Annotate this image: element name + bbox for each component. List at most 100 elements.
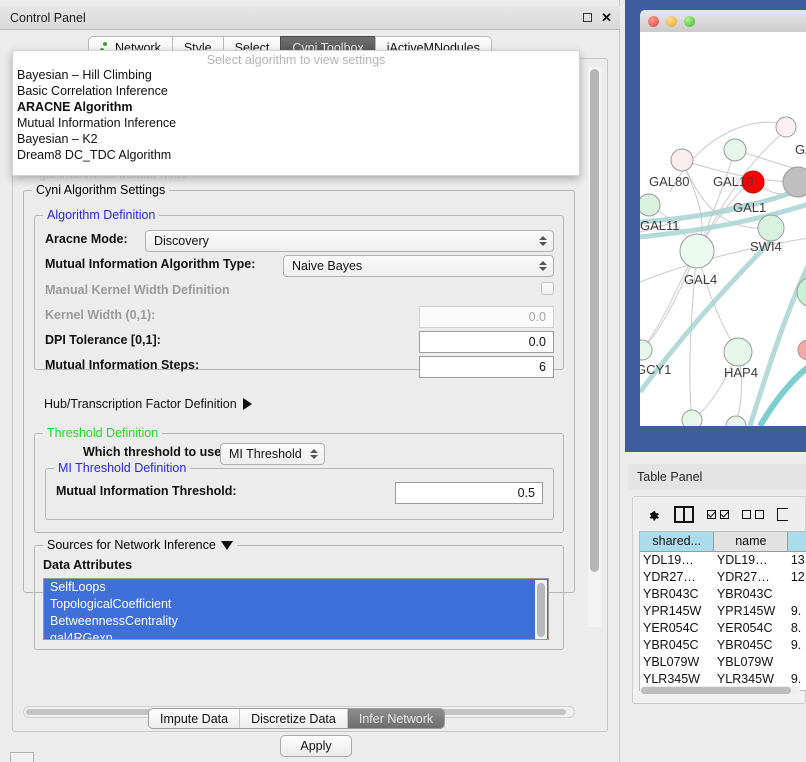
table-row[interactable]: YBR045C YBR045C 9. <box>640 636 806 653</box>
table-cell[interactable]: YPR145W <box>643 603 702 618</box>
dpi-tolerance-input[interactable]: 0.0 <box>419 331 554 353</box>
list-item[interactable]: SelfLoops <box>50 580 106 594</box>
manual-kernel-width-label: Manual Kernel Width Definition <box>45 283 230 297</box>
table-cell[interactable]: 12 <box>790 569 805 584</box>
table-row[interactable]: YER054C YER054C 8. <box>640 619 806 636</box>
table-cell[interactable]: 8. <box>790 620 802 635</box>
aracne-mode-label: Aracne Mode: <box>45 232 128 246</box>
mi-threshold-input[interactable]: 0.5 <box>395 482 543 504</box>
table-cell[interactable]: YBR045C <box>716 637 773 652</box>
table-cell[interactable]: YDR27… <box>643 569 696 584</box>
column-header-name[interactable]: name <box>713 532 789 552</box>
table-row[interactable]: YDR27… YDR27… 12 <box>640 568 806 585</box>
zoom-traffic-light-icon[interactable] <box>684 15 695 27</box>
node-label-gcy1: GCY1 <box>640 362 672 377</box>
table-cell[interactable]: 9. <box>790 671 802 686</box>
minimize-traffic-light-icon[interactable] <box>666 15 677 27</box>
table-row[interactable]: YBL079W YBL079W <box>640 653 806 670</box>
algorithm-option-aracne-algorithm[interactable]: ARACNE Algorithm <box>17 100 133 114</box>
checkbox-empty-pair-icon[interactable] <box>742 509 764 519</box>
discretize-data-button[interactable]: Discretize Data <box>240 709 348 728</box>
column-header-shared[interactable]: shared... <box>640 532 715 552</box>
algorithm-definition-group: Algorithm Definition Aracne Mode: Discov… <box>34 208 564 378</box>
node-label-swi4: SWI4 <box>750 239 782 254</box>
aracne-mode-select[interactable]: Discovery <box>145 230 554 252</box>
table-cell[interactable] <box>788 653 806 670</box>
table-cell[interactable]: YBL079W <box>716 654 774 669</box>
table-cell[interactable]: 13 <box>790 552 805 567</box>
split-pane-icon[interactable] <box>674 505 694 523</box>
mi-steps-input[interactable]: 6 <box>419 356 554 378</box>
table-cell[interactable]: YBR043C <box>643 586 699 601</box>
column-header-a[interactable]: A <box>787 532 806 552</box>
network-graph <box>640 116 806 426</box>
table-cell[interactable]: YBL079W <box>643 654 700 669</box>
network-canvas[interactable]: GAL80 GAL10 GAL1 GAL11 GAL4 SWI4 HAP4 HA… <box>640 32 806 426</box>
control-panel-title: Control Panel <box>10 10 86 25</box>
algorithm-definition-legend: Algorithm Definition <box>43 208 160 222</box>
checkbox-checked-pair-icon[interactable] <box>707 509 729 519</box>
mi-threshold-definition-group: MI Threshold Definition Mutual Informati… <box>45 461 554 520</box>
table-panel-body: shared... name A YDL19…YDL19…13YDR27…YDR… <box>632 496 806 704</box>
table-cell[interactable]: YLR345W <box>643 671 700 686</box>
close-icon[interactable]: ✕ <box>601 9 612 25</box>
table-panel: Table Panel <box>620 458 806 718</box>
hub-tf-definition-toggle[interactable]: Hub/Transcription Factor Definition <box>44 397 252 411</box>
table-cell[interactable]: 9. <box>790 603 802 618</box>
control-panel: Control Panel ✕ Network Style Select Cyn… <box>0 0 620 762</box>
table-toolbar <box>634 498 804 530</box>
table-horizontal-scrollbar[interactable] <box>640 686 800 695</box>
attributes-vertical-scrollbar[interactable] <box>535 580 547 639</box>
cyni-algorithm-settings-group: Cyni Algorithm Settings Algorithm Defini… <box>23 183 575 650</box>
chevron-updown-icon <box>310 449 318 459</box>
infer-network-button[interactable]: Infer Network <box>347 709 445 728</box>
table-cell[interactable]: YDR27… <box>716 569 770 584</box>
list-item[interactable]: TopologicalCoefficient <box>50 597 172 611</box>
table-row[interactable]: YPR145W YPR145W 9. <box>640 602 806 619</box>
table-row[interactable]: YLR345W YLR345W 9. <box>640 670 806 687</box>
table-cell[interactable]: YER054C <box>716 620 773 635</box>
apply-button[interactable]: Apply <box>280 735 352 757</box>
kernel-width-input[interactable]: 0.0 <box>419 306 554 328</box>
partial-icon[interactable] <box>777 507 788 521</box>
manual-kernel-width-checkbox[interactable] <box>541 282 554 295</box>
network-view-window: GAL80 GAL10 GAL1 GAL11 GAL4 SWI4 HAP4 HA… <box>625 0 806 452</box>
table-cell[interactable]: YER054C <box>643 620 699 635</box>
impute-data-button[interactable]: Impute Data <box>149 709 241 728</box>
list-item[interactable]: BetweennessCentrality <box>50 614 178 628</box>
gear-icon[interactable] <box>646 507 661 522</box>
table-cell[interactable]: YPR145W <box>716 603 776 618</box>
algorithm-dropdown-popup[interactable]: Select algorithm to view settings Bayesi… <box>12 50 580 176</box>
node-label-gal1: GAL1 <box>733 200 767 215</box>
node-label-hap4: HAP4 <box>724 365 758 380</box>
algorithm-option-bayesian-hill-climbing[interactable]: Bayesian – Hill Climbing <box>17 68 152 82</box>
mi-algorithm-type-select[interactable]: Naive Bayes <box>283 255 554 277</box>
which-threshold-select[interactable]: MI Threshold <box>220 443 325 465</box>
data-attributes-list[interactable]: SelfLoops TopologicalCoefficient Between… <box>43 578 549 640</box>
close-traffic-light-icon[interactable] <box>648 15 659 27</box>
algorithm-option-bayesian-k2[interactable]: Bayesian – K2 <box>17 132 98 146</box>
table-row[interactable]: YBR043C YBR043C <box>640 585 806 602</box>
mi-algorithm-type-value: Naive Bayes <box>292 259 363 273</box>
table-cell[interactable]: YBR045C <box>643 637 699 652</box>
table-cell[interactable] <box>788 585 806 602</box>
table-cell[interactable]: YDL19… <box>716 552 768 567</box>
panel-vertical-scrollbar[interactable] <box>588 67 601 627</box>
algorithm-option-dream8-dc-tdc-algorithm[interactable]: Dream8 DC_TDC Algorithm <box>17 148 172 162</box>
table-cell[interactable]: YLR345W <box>716 671 774 686</box>
list-item[interactable]: gal4RGexp <box>50 631 113 640</box>
algorithm-option-mutual-information-inference[interactable]: Mutual Information Inference <box>17 116 177 130</box>
algorithm-option-basic-correlation-inference[interactable]: Basic Correlation Inference <box>17 84 168 98</box>
mi-algorithm-type-label: Mutual Information Algorithm Type: <box>45 257 256 271</box>
table-cell[interactable]: YDL19… <box>643 552 694 567</box>
table-row[interactable]: YDL19… YDL19… 13 <box>640 551 806 568</box>
table-cell[interactable]: YBR043C <box>716 586 773 601</box>
attribute-table[interactable]: shared... name A YDL19…YDL19…13YDR27…YDR… <box>639 531 806 691</box>
maximize-icon[interactable] <box>583 13 593 22</box>
expander-down-icon[interactable] <box>220 540 233 550</box>
table-cell[interactable]: 9. <box>790 637 802 652</box>
kernel-width-label: Kernel Width (0,1): <box>45 308 156 322</box>
dpi-tolerance-label: DPI Tolerance [0,1]: <box>45 333 161 347</box>
threshold-definition-group: Threshold Definition Which threshold to … <box>34 426 564 533</box>
cyni-mode-buttons: Impute Data Discretize Data Infer Networ… <box>148 708 446 729</box>
